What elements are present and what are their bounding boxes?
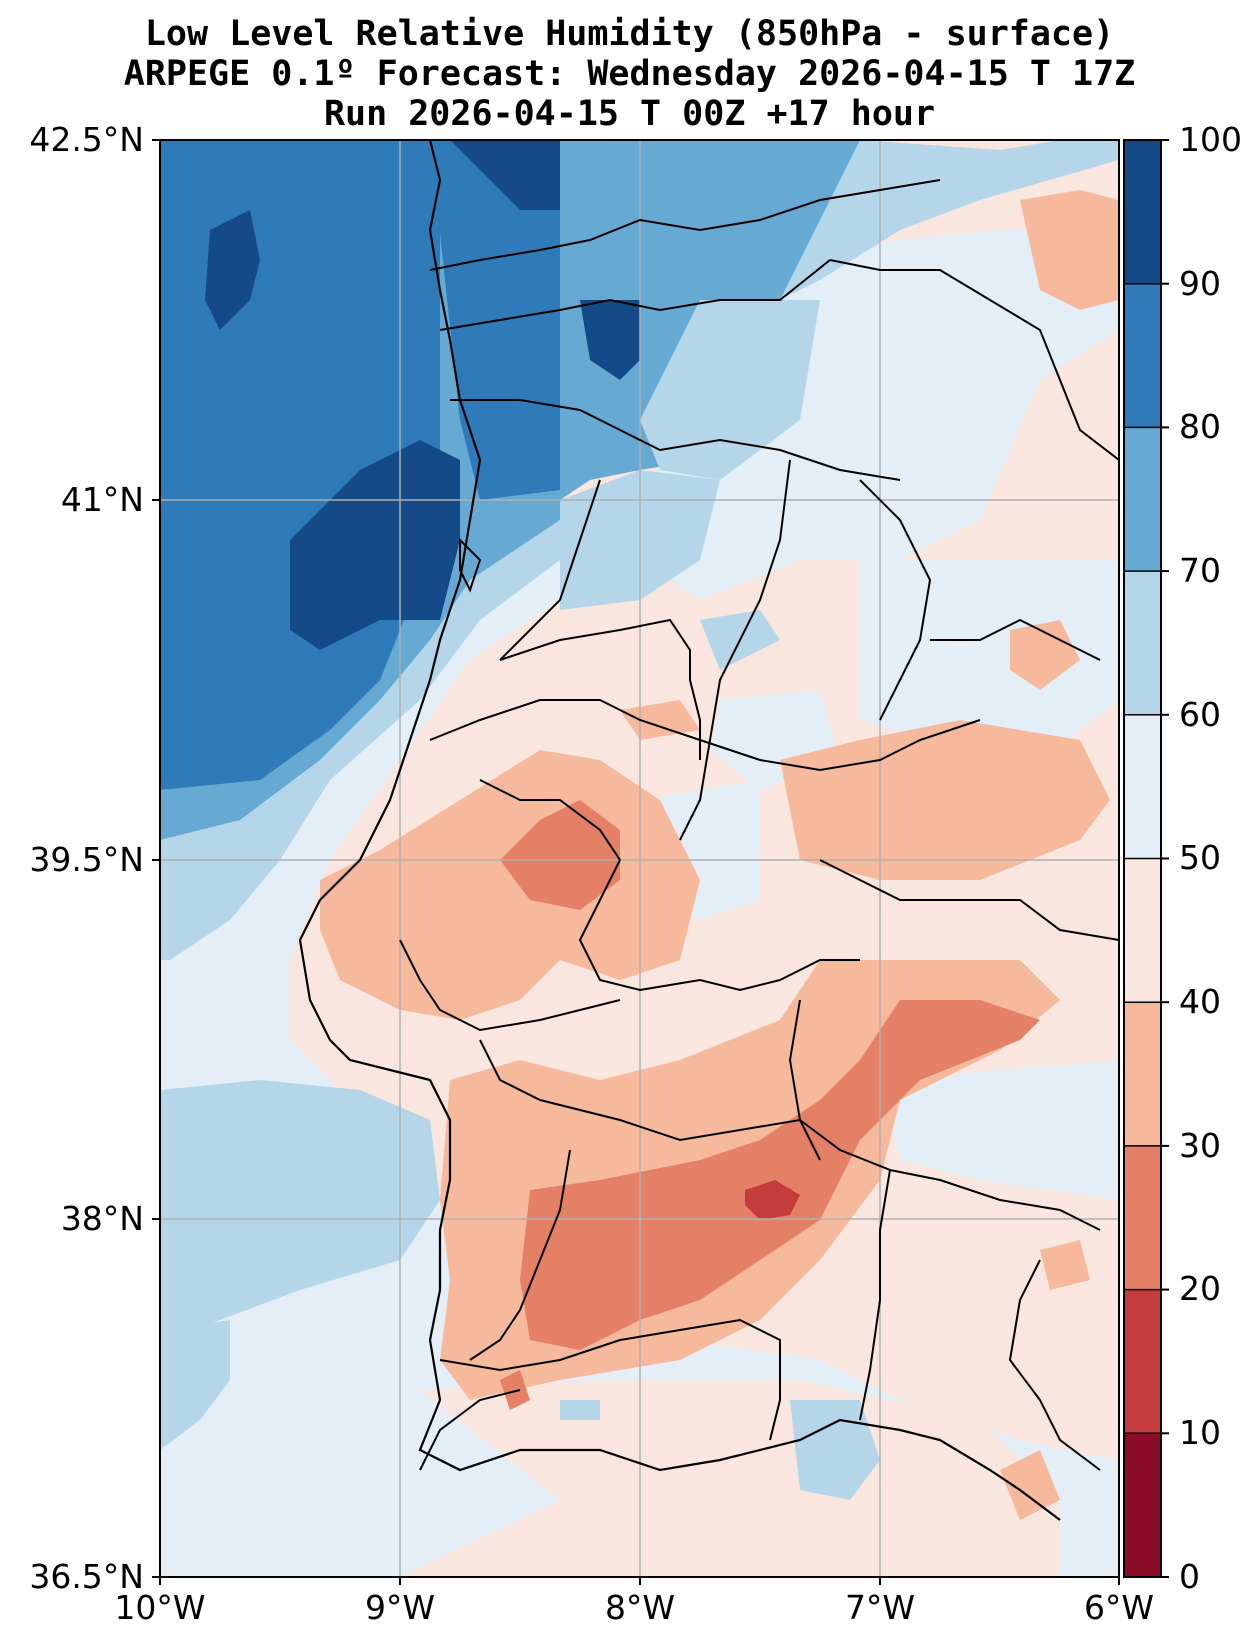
border-12 <box>479 779 621 861</box>
lon-label-8w: 8°W <box>604 1588 676 1627</box>
colorbar-band-80-90 <box>1124 283 1161 428</box>
humidity-salmon-east-2 <box>1010 620 1080 690</box>
colorbar-label-50: 50 <box>1179 838 1221 877</box>
humidity-red-spot <box>745 1180 800 1220</box>
border-13 <box>578 859 860 992</box>
border-6 <box>499 479 601 661</box>
axis-ticks <box>152 139 1120 1585</box>
colorbar-label-90: 90 <box>1179 264 1221 303</box>
colorbar-band-0-10 <box>1124 1433 1161 1577</box>
colorbar-label-0: 0 <box>1179 1557 1200 1596</box>
colorbar-label-10: 10 <box>1179 1413 1221 1452</box>
humidity-salmon-southeast <box>1040 1240 1090 1290</box>
colorbar-label-70: 70 <box>1179 551 1221 590</box>
border-15 <box>399 939 621 1032</box>
map-title-line-2: ARPEGE 0.1º Forecast: Wednesday 2026-04-… <box>123 54 1136 94</box>
lat-label-36-5n: 36.5°N <box>29 1557 144 1596</box>
border-22 <box>1008 1259 1101 1471</box>
border-3 <box>450 399 901 481</box>
border-4 <box>829 259 1119 461</box>
humidity-salmon-northeast <box>1020 190 1119 310</box>
border-11 <box>930 618 1101 661</box>
humidity-salmon-central <box>320 750 700 1020</box>
colorbar-label-100: 100 <box>1179 120 1242 159</box>
map-title-line-3: Run 2026-04-15 T 00Z +17 hour <box>323 94 936 134</box>
humidity-lightblue-spot-2 <box>560 1400 600 1420</box>
border-5 <box>679 459 791 841</box>
border-8 <box>499 618 701 760</box>
lon-label-7w: 7°W <box>844 1588 916 1627</box>
border-14 <box>819 859 1119 941</box>
humidity-lightblue-spot-3 <box>790 1400 880 1500</box>
humidity-lightblue-southwest <box>160 1080 440 1340</box>
humidity-map <box>160 140 1119 1577</box>
colorbar-band-10-20 <box>1124 1289 1161 1434</box>
lon-label-9w: 9°W <box>364 1588 436 1627</box>
lat-label-41n: 41°N <box>60 480 144 519</box>
map-title-line-1: Low Level Relative Humidity (850hPa - su… <box>144 14 1115 54</box>
humidity-lightblue-north-2 <box>640 300 820 480</box>
coastline <box>298 140 1061 1521</box>
humidity-dark-northwest <box>205 210 260 330</box>
lat-label-38n: 38°N <box>60 1199 144 1238</box>
colorbar-band-90-100 <box>1124 140 1161 284</box>
colorbar-band-40-50 <box>1124 858 1161 1003</box>
colorbar-band-70-80 <box>1124 427 1161 572</box>
humidity-dark-north <box>450 140 560 210</box>
colorbar-band-60-70 <box>1124 571 1161 715</box>
humidity-salmon-east <box>780 720 1110 880</box>
admin-borders <box>399 179 1119 1471</box>
border-7 <box>859 479 932 721</box>
colorbar-label-40: 40 <box>1179 982 1221 1021</box>
lon-label-10w: 10°W <box>114 1588 206 1627</box>
colorbar-label-20: 20 <box>1179 1269 1221 1308</box>
border-16 <box>479 1039 891 1171</box>
border-10 <box>759 719 981 772</box>
colorbar-band-50-60 <box>1124 714 1161 859</box>
humidity-orange-central <box>500 800 620 910</box>
border-21 <box>859 1169 891 1421</box>
colorbar <box>1123 139 1169 1578</box>
border-23 <box>419 1389 521 1471</box>
colorbar-ticks <box>1161 139 1169 1578</box>
coastline-ria <box>459 537 482 593</box>
colorbar-band-20-30 <box>1124 1145 1161 1290</box>
border-1 <box>429 179 941 271</box>
border-19 <box>469 1149 571 1361</box>
humidity-dark-offshore <box>290 440 460 650</box>
colorbar-dividers <box>1124 282 1161 1435</box>
colorbar-band-30-40 <box>1124 1002 1161 1146</box>
lon-label-6w: 6°W <box>1083 1588 1155 1627</box>
colorbar-label-30: 30 <box>1179 1126 1221 1165</box>
border-20 <box>439 1318 781 1441</box>
border-9 <box>429 699 761 761</box>
colorbar-label-60: 60 <box>1179 695 1221 734</box>
border-18 <box>889 1169 1101 1231</box>
border-2 <box>439 259 831 331</box>
humidity-lightblue-southwest-2 <box>160 1320 230 1450</box>
humidity-dark-inland <box>580 300 640 380</box>
humidity-salmon-southeast-2 <box>1000 1450 1060 1520</box>
humidity-orange-spot <box>500 1370 530 1410</box>
lat-label-39-5n: 39.5°N <box>29 840 144 879</box>
humidity-lightblue-north <box>780 140 1119 300</box>
lat-label-42-5n: 42.5°N <box>29 120 144 159</box>
humidity-orange-south <box>520 1000 1040 1350</box>
border-17 <box>788 999 821 1161</box>
humidity-pale-southeast <box>880 1060 1119 1200</box>
colorbar-label-80: 80 <box>1179 407 1221 446</box>
